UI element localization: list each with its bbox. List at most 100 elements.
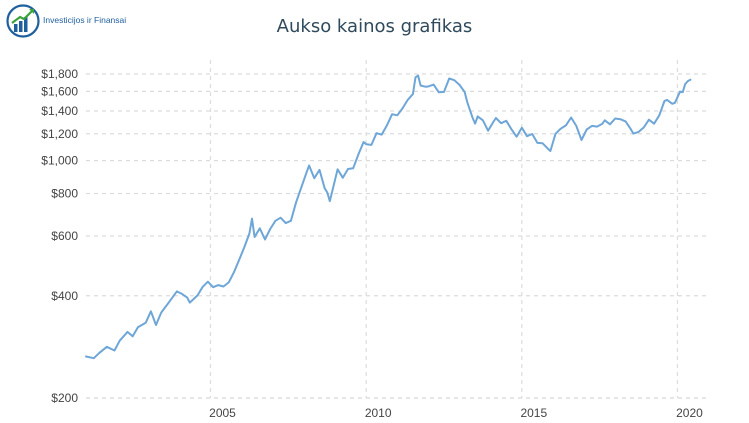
data-point: [580, 139, 582, 141]
data-point: [554, 133, 556, 135]
data-point: [370, 144, 372, 146]
data-point: [212, 286, 214, 288]
data-point: [347, 168, 349, 170]
data-point: [290, 220, 292, 222]
data-point: [541, 142, 543, 144]
data-point: [113, 349, 115, 351]
data-point: [326, 191, 328, 193]
data-point: [407, 99, 409, 101]
data-point: [285, 222, 287, 224]
data-point: [98, 352, 100, 354]
data-point: [674, 102, 676, 104]
data-point: [362, 141, 364, 143]
data-point: [684, 83, 686, 85]
data-point: [401, 107, 403, 109]
data-point: [596, 125, 598, 127]
data-point: [601, 123, 603, 125]
data-point: [222, 285, 224, 287]
data-point: [663, 100, 665, 102]
y-tick-label: $1,400: [41, 104, 78, 118]
data-point: [458, 84, 460, 86]
data-point: [386, 124, 388, 126]
data-point: [487, 130, 489, 132]
y-tick-label: $1,200: [41, 127, 78, 141]
data-point: [181, 293, 183, 295]
data-point: [575, 125, 577, 127]
data-point: [466, 101, 468, 103]
grid-lines: [86, 60, 706, 399]
data-point: [560, 128, 562, 130]
data-point: [324, 187, 326, 189]
data-point: [526, 135, 528, 137]
series-line-gold-price: [85, 74, 692, 360]
data-point: [93, 357, 95, 359]
data-point: [464, 91, 466, 93]
data-point: [308, 164, 310, 166]
data-point: [186, 296, 188, 298]
data-point: [648, 119, 650, 121]
data-point: [658, 114, 660, 116]
data-point: [396, 114, 398, 116]
data-point: [482, 119, 484, 121]
data-point: [313, 177, 315, 179]
data-point: [329, 200, 331, 202]
brand-logo[interactable]: Investicijos ir Finansai: [6, 4, 126, 38]
data-point: [357, 153, 359, 155]
data-point: [251, 217, 253, 219]
data-point: [671, 103, 673, 105]
data-point: [432, 83, 434, 85]
data-point: [614, 117, 616, 119]
data-point: [637, 131, 639, 133]
data-point: [155, 324, 157, 326]
data-point: [318, 169, 320, 171]
data-point: [419, 84, 421, 86]
data-point: [189, 301, 191, 303]
data-point: [565, 124, 567, 126]
data-point: [549, 150, 551, 152]
data-point: [414, 76, 416, 78]
x-tick-label: 2010: [365, 406, 392, 420]
data-point: [630, 128, 632, 130]
data-point: [168, 301, 170, 303]
data-point: [381, 133, 383, 135]
data-point: [619, 118, 621, 120]
data-point: [150, 310, 152, 312]
data-point: [248, 232, 250, 234]
data-point: [132, 335, 134, 337]
data-point: [412, 93, 414, 95]
data-point: [609, 123, 611, 125]
data-point: [427, 85, 429, 87]
data-point: [624, 120, 626, 122]
data-point: [666, 99, 668, 101]
x-tick-label: 2015: [520, 406, 547, 420]
data-point: [295, 201, 297, 203]
data-point: [687, 80, 689, 82]
data-point: [536, 142, 538, 144]
data-point: [515, 136, 517, 138]
data-point: [233, 271, 235, 273]
y-tick-label: $600: [51, 229, 78, 243]
chart-title: Aukso kainos grafikas: [276, 16, 473, 37]
x-axis-ticks: 2005 2010 2015 2020: [209, 406, 703, 420]
data-point: [176, 290, 178, 292]
data-point: [477, 115, 479, 117]
data-point: [160, 311, 162, 313]
data-point: [126, 331, 128, 333]
brand-name: Investicijos ir Finansai: [43, 14, 127, 25]
y-tick-label: $1,000: [41, 154, 78, 168]
data-point: [500, 122, 502, 124]
data-point: [531, 133, 533, 135]
data-point: [238, 259, 240, 261]
data-point: [417, 74, 419, 76]
y-tick-label: $1,800: [41, 67, 78, 81]
data-point: [679, 90, 681, 92]
data-point: [391, 113, 393, 115]
y-tick-label: $400: [51, 289, 78, 303]
data-point: [438, 91, 440, 93]
data-point: [243, 246, 245, 248]
data-point: [492, 121, 494, 123]
data-point: [521, 127, 523, 129]
y-tick-label: $800: [51, 187, 78, 201]
data-point: [653, 123, 655, 125]
